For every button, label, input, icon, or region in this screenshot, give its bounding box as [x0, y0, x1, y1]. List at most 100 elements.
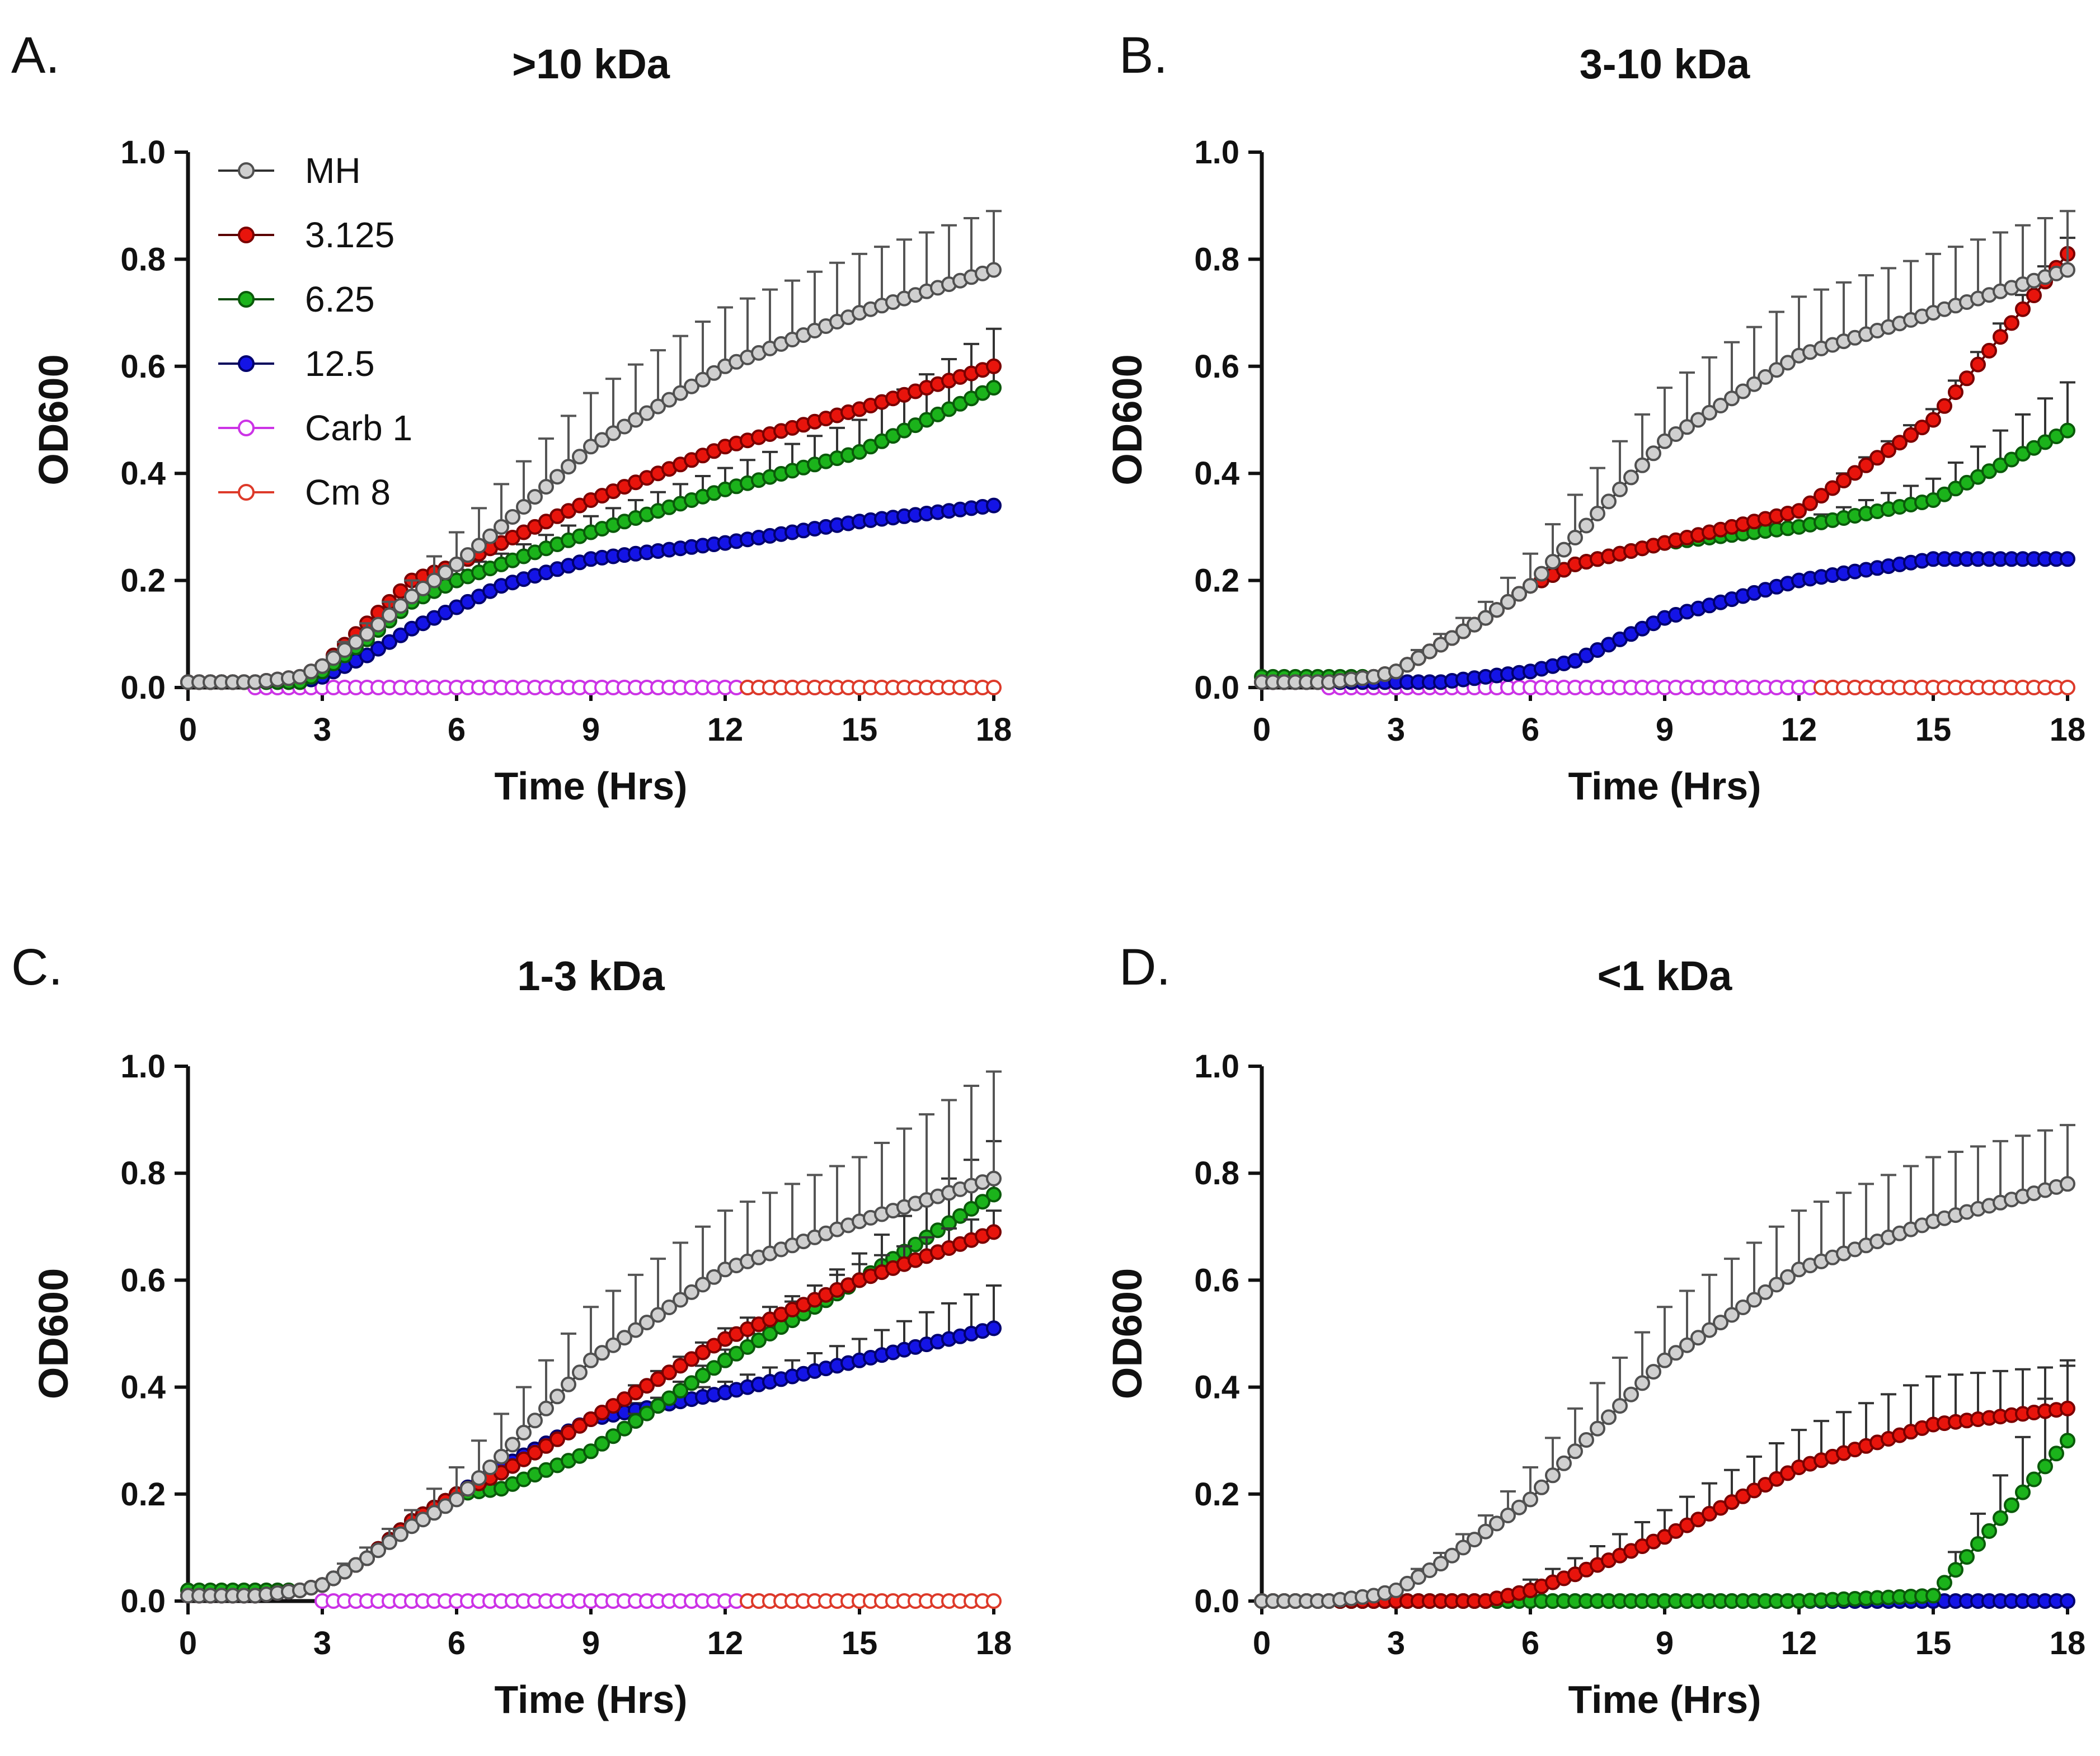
data-point: [986, 680, 1002, 695]
data-point: [650, 398, 666, 415]
y-tick-label: 0.0: [120, 670, 166, 706]
data-point: [1433, 1556, 1449, 1572]
series-mh: [180, 210, 1002, 690]
legend-label: Carb 1: [305, 408, 412, 448]
error-bar: [2015, 1435, 2031, 1493]
error-bar: [1948, 1373, 1963, 1422]
error-bar: [628, 363, 643, 420]
y-tick-label: 1.0: [120, 1048, 166, 1085]
data-point: [482, 1460, 498, 1475]
data-point: [1601, 493, 1617, 510]
error-bar: [1993, 1140, 2008, 1203]
y-tick-label: 0.4: [1194, 455, 1239, 492]
data-point: [1422, 643, 1437, 660]
data-point: [1791, 503, 1807, 519]
panel-label: C.: [11, 939, 63, 996]
error-bar: [717, 306, 733, 366]
x-tick-label: 18: [976, 1625, 1012, 1661]
data-point: [1948, 384, 1963, 401]
data-point: [449, 1491, 464, 1508]
data-point: [684, 378, 699, 394]
error-bar: [740, 1201, 755, 1261]
data-point: [1802, 495, 1818, 511]
legend-label: Cm 8: [305, 472, 391, 512]
data-point: [986, 380, 1002, 396]
error-bar: [538, 1359, 554, 1409]
data-point: [2004, 315, 2019, 331]
data-point: [617, 1391, 632, 1407]
error-bar: [2060, 381, 2075, 431]
data-point: [382, 607, 397, 623]
y-tick-label: 0.8: [120, 1155, 166, 1192]
data-point: [561, 459, 576, 475]
data-point: [1422, 1562, 1437, 1578]
x-tick-label: 0: [179, 1625, 197, 1661]
data-point: [2060, 262, 2075, 278]
error-bar: [896, 238, 912, 299]
y-tick-label: 0.4: [120, 1369, 166, 1406]
data-point: [1612, 1398, 1628, 1414]
data-point: [594, 1435, 610, 1452]
data-point: [986, 1320, 1002, 1336]
data-point: [706, 1269, 722, 1285]
data-point: [326, 1570, 341, 1586]
data-point: [359, 647, 375, 663]
data-point: [1735, 383, 1751, 399]
data-point: [1657, 1352, 1673, 1368]
data-point: [695, 371, 711, 388]
error-bar: [1903, 1165, 1919, 1230]
data-point: [549, 1388, 565, 1405]
error-bar: [852, 252, 867, 313]
error-bar: [561, 415, 576, 467]
data-point: [717, 1352, 733, 1368]
data-point: [1690, 412, 1706, 428]
data-point: [650, 1307, 666, 1323]
data-point: [661, 1300, 677, 1315]
data-point: [1590, 506, 1605, 521]
data-point: [583, 1352, 599, 1368]
error-bar: [1791, 295, 1807, 356]
y-tick-label: 0.6: [1194, 1262, 1239, 1298]
chart-title: 3-10 kDa: [1580, 41, 1750, 87]
data-point: [986, 497, 1002, 514]
data-point: [1925, 412, 1941, 428]
data-point: [1500, 1508, 1516, 1523]
error-bar: [1836, 281, 1852, 342]
series-line: [1262, 1407, 2068, 1602]
data-point: [706, 365, 722, 381]
error-bar: [986, 210, 1002, 270]
data-point: [1713, 1315, 1728, 1331]
panel-label: D.: [1119, 939, 1171, 996]
series-line: [188, 1327, 994, 1597]
data-point: [1937, 1575, 1952, 1591]
data-point: [1668, 1345, 1684, 1361]
error-bar: [2015, 1134, 2031, 1197]
chart-title: <1 kDa: [1598, 953, 1733, 999]
error-bar: [964, 217, 979, 277]
error-bar: [1858, 1183, 1874, 1246]
data-point: [964, 1201, 979, 1217]
data-point: [661, 1390, 677, 1406]
data-point: [661, 392, 677, 408]
data-point: [583, 1443, 599, 1460]
data-point: [549, 469, 565, 485]
data-point: [337, 1564, 353, 1580]
data-point: [986, 262, 1002, 278]
data-point: [1646, 445, 1661, 462]
data-point: [2060, 680, 2075, 695]
error-bar: [986, 1070, 1002, 1179]
x-tick-label: 3: [1387, 712, 1405, 748]
error-bar: [1634, 413, 1650, 465]
data-point: [639, 1378, 655, 1394]
error-bar: [1724, 1258, 1740, 1315]
error-bar: [1925, 1156, 1941, 1222]
data-point: [2060, 551, 2075, 567]
y-tick-label: 0.4: [120, 455, 166, 492]
error-bar: [1679, 1289, 1695, 1345]
data-point: [370, 1542, 386, 1559]
y-tick-label: 1.0: [1194, 1048, 1239, 1085]
error-bar: [695, 1225, 711, 1285]
error-bar: [717, 1209, 733, 1270]
data-point: [1981, 342, 1997, 359]
chart-panel: B. 3-10 kDa 0 3 6 9 12 15 18 0.0 0.2 0.4 0.6 0.8 1.0 Ti…: [1104, 27, 2085, 808]
